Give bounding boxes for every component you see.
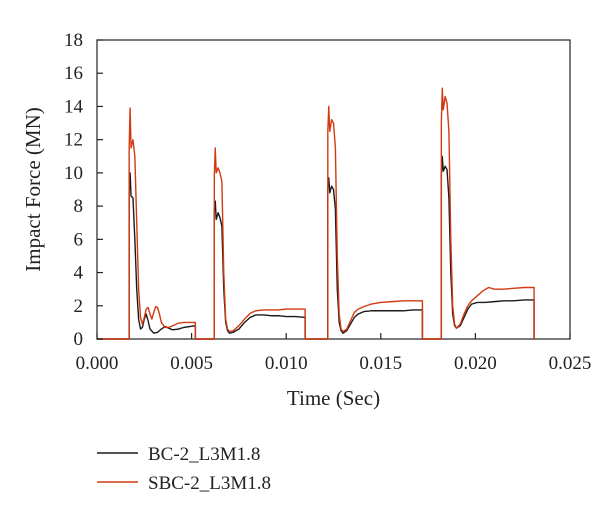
y-tick-label: 4: [74, 263, 84, 284]
legend-item-sbc: SBC-2_L3M1.8: [97, 473, 271, 494]
y-tick-label: 8: [74, 196, 84, 217]
y-tick-label: 12: [64, 130, 83, 151]
x-tick-label: 0.025: [549, 353, 592, 374]
y-tick-label: 2: [74, 296, 84, 317]
y-tick-label: 16: [64, 63, 83, 84]
x-axis: 0.000 0.005 0.010 0.015 0.020 0.025: [76, 333, 592, 374]
legend: BC-2_L3M1.8 SBC-2_L3M1.8: [97, 444, 271, 494]
legend-label-bc: BC-2_L3M1.8: [148, 444, 260, 465]
series-line-bc: [97, 155, 535, 340]
x-tick-label: 0.020: [454, 353, 497, 374]
y-tick-label: 0: [74, 329, 84, 350]
x-axis-title: Time (Sec): [287, 386, 380, 410]
y-tick-label: 6: [74, 229, 84, 250]
x-tick-label: 0.000: [76, 353, 119, 374]
y-tick-label: 14: [64, 96, 84, 117]
series-line-sbc: [97, 87, 535, 340]
x-tick-label: 0.005: [170, 353, 213, 374]
y-axis-title: Impact Force (MN): [21, 107, 45, 271]
plot-area: [96, 39, 571, 340]
y-tick-label: 18: [64, 30, 83, 51]
x-tick-label: 0.015: [359, 353, 402, 374]
legend-item-bc: BC-2_L3M1.8: [97, 444, 260, 465]
x-tick-label: 0.010: [265, 353, 308, 374]
plot-frame: [96, 39, 571, 340]
series-layer: [97, 87, 535, 340]
legend-label-sbc: SBC-2_L3M1.8: [148, 473, 271, 494]
y-tick-label: 10: [64, 163, 83, 184]
y-axis: 0 2 4 6 8 10 12 14 16 18: [64, 30, 103, 350]
